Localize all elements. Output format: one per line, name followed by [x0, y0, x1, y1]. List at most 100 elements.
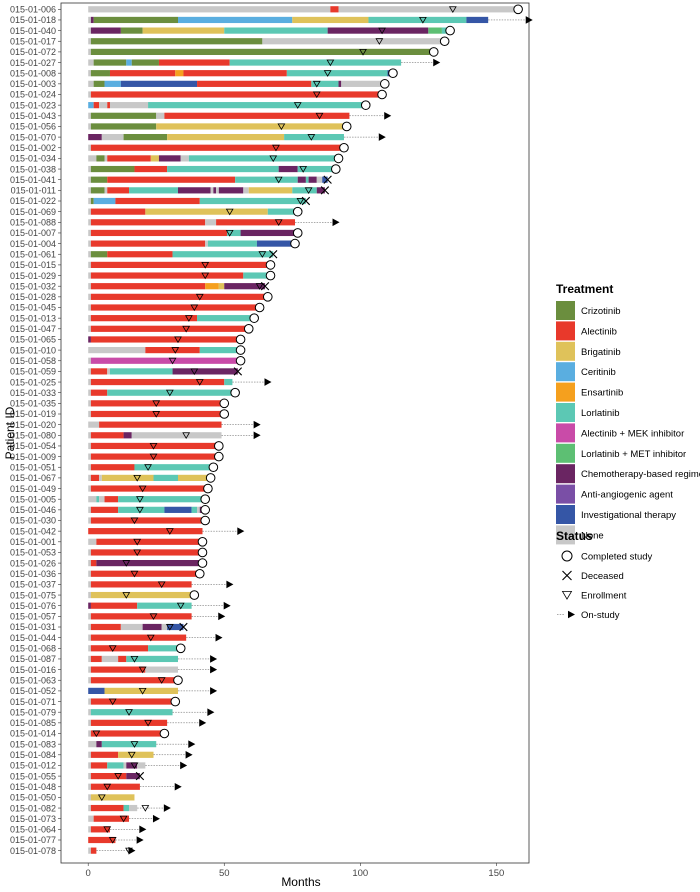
bar-segment-none — [156, 112, 165, 119]
bar-segment-lorl — [148, 645, 181, 652]
enrollment-marker — [315, 112, 324, 120]
completed-marker — [292, 206, 303, 217]
bar-segment-alec — [90, 304, 260, 311]
bar-segment-ceri — [126, 59, 132, 66]
bar-segment-chem — [338, 80, 342, 87]
legend-status-label-completed: Completed study — [581, 552, 653, 563]
completed-marker — [197, 547, 208, 558]
enrollment-marker — [130, 741, 139, 748]
bar-segment-none — [88, 783, 91, 790]
bar-segment-lorl — [172, 251, 274, 258]
bar-segment-criz — [120, 27, 143, 34]
bar-segment-alec — [90, 645, 149, 652]
y-tick-label: 015-01-080 — [10, 431, 56, 441]
bar-segment-none — [104, 187, 108, 194]
enrollment-marker — [312, 80, 321, 88]
patient-row — [88, 79, 390, 89]
y-tick-label: 015-01-038 — [10, 164, 56, 174]
enrollment-marker — [144, 719, 152, 727]
deceased-marker — [135, 771, 145, 781]
completed-marker — [214, 441, 224, 451]
bar-segment-alec — [90, 751, 119, 758]
legend-enrollment-icon — [561, 591, 573, 600]
patient-row — [88, 36, 450, 47]
bar-segment-alec — [90, 506, 119, 513]
bar-segment-none — [88, 794, 91, 801]
enrollment-marker — [378, 27, 386, 35]
patient-row — [88, 473, 216, 483]
y-tick-label: 015-01-085 — [10, 718, 56, 728]
on-study-arrow — [253, 420, 261, 429]
y-tick-label: 015-01-050 — [10, 793, 56, 803]
on-study-arrow — [199, 719, 207, 727]
bar-segment-lorl — [107, 762, 124, 769]
patient-row — [88, 515, 211, 526]
patient-row — [88, 537, 208, 547]
patient-row — [88, 121, 352, 132]
bar-segment-none — [88, 261, 91, 268]
y-tick-label: 015-01-019 — [10, 409, 56, 419]
bar-segment-chem — [278, 165, 298, 173]
on-study-arrow — [210, 687, 218, 695]
on-study-arrow — [152, 814, 160, 823]
bar-segment-brig — [218, 283, 225, 290]
bar-segment-alec — [90, 602, 138, 609]
bar-segment-lorl — [134, 464, 214, 471]
bar-segment-lorl — [123, 804, 130, 812]
y-tick-label: 015-01-084 — [10, 750, 56, 760]
patient-row — [88, 814, 160, 823]
bar-segment-ensa — [205, 283, 219, 290]
enrollment-marker — [136, 506, 144, 514]
bar-segment-none — [88, 197, 91, 205]
bar-segment-alec — [145, 347, 200, 354]
bar-segment-alec — [90, 389, 108, 396]
bar-segment-lorl — [235, 176, 298, 183]
bar-segment-alec — [90, 634, 187, 641]
patient-row — [88, 580, 234, 589]
bar-segment-alec — [90, 804, 124, 812]
patient-row — [88, 100, 371, 110]
bar-segment-lorl — [90, 709, 173, 716]
bar-segment-none — [88, 176, 91, 183]
bar-segment-none — [88, 453, 91, 460]
y-tick-label: 015-01-023 — [10, 100, 56, 110]
bar-segment-none — [88, 645, 91, 652]
bar-segment-none — [99, 102, 108, 109]
enrollment-marker — [103, 783, 112, 791]
bar-segment-inve — [120, 80, 198, 87]
enrollment-marker — [133, 549, 142, 557]
y-tick-label: 015-01-065 — [10, 335, 56, 345]
y-axis: 015-01-006015-01-018015-01-040015-01-017… — [10, 5, 61, 856]
bar-segment-lorl — [118, 496, 206, 503]
completed-marker — [230, 387, 240, 398]
bar-segment-criz — [90, 165, 135, 173]
completed-marker — [360, 100, 371, 110]
patient-row — [88, 719, 207, 727]
patient-row — [88, 153, 344, 164]
patient-row — [88, 441, 224, 451]
completed-marker — [219, 409, 230, 419]
bar-segment-lorl — [284, 134, 344, 141]
bar-segment-alec — [93, 815, 130, 822]
enrollment-marker — [293, 102, 302, 109]
completed-marker — [290, 238, 300, 249]
bar-segment-alec — [90, 570, 200, 577]
bar-segment-none — [99, 496, 105, 503]
bar-segment-chem — [142, 623, 162, 631]
bar-segment-alec — [90, 549, 203, 556]
completed-marker — [439, 36, 450, 47]
patient-row — [88, 282, 270, 291]
patient-row — [88, 355, 246, 366]
bar-segment-criz — [96, 155, 105, 162]
legend-swatch-ensa — [556, 382, 575, 402]
enrollment-marker — [157, 677, 166, 684]
bar-segment-none — [88, 442, 91, 450]
y-tick-label: 015-01-031 — [10, 622, 56, 632]
bar-segment-chem — [224, 283, 266, 290]
y-tick-label: 015-01-022 — [10, 196, 56, 206]
completed-marker — [208, 462, 219, 473]
enrollment-marker — [195, 379, 204, 386]
patient-row — [88, 133, 386, 141]
bar-segment-none — [88, 70, 91, 77]
deceased-marker — [301, 196, 311, 206]
